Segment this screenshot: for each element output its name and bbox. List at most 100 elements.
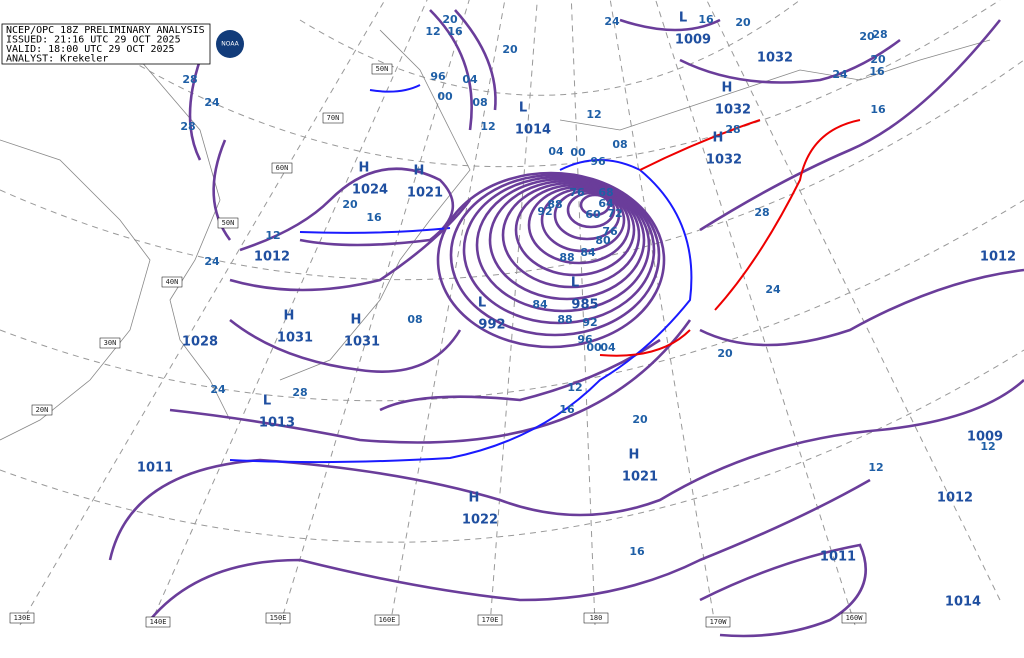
isobar-label: 20 [717,347,733,360]
header-box [1,23,244,65]
isobar-label: 92 [582,316,597,329]
label-box [322,112,344,124]
isobar-label: 96 [430,70,446,83]
longitude-label: 170E [482,616,499,624]
isobar-label: 04 [600,341,616,354]
center-pressure: 985 [571,298,598,313]
isobar-label: 16 [366,211,382,224]
longitude-label: 180 [590,614,603,622]
center-symbol: H [722,81,733,96]
isobar-label: 60 [585,208,601,221]
isobar-label: 64 [598,197,614,210]
longitude-label: 160W [846,614,864,622]
center-pressure: 1022 [462,513,498,528]
header-line: VALID: 18:00 UTC 29 OCT 2025 [6,44,175,55]
isobar-label: 16 [447,25,463,38]
isobar [449,173,661,337]
center-pressure: 1013 [259,416,295,431]
label-box [31,404,53,416]
isobar-label: 96 [590,155,606,168]
label-box [145,616,171,628]
isobar-label: 12 [567,381,582,394]
label-box [99,337,121,349]
header-line: ISSUED: 21:16 UTC 29 OCT 2025 [6,35,181,46]
isobar-label: 16 [629,545,645,558]
header-line: ANALYST: Krekeler [6,54,108,65]
center-pressure: 992 [478,318,505,333]
latitude-label: 50N [222,219,235,227]
latitude-label: 30N [104,339,117,347]
center-pressure: 1028 [182,335,218,350]
isobar-label: 24 [204,255,220,268]
label-box [9,612,35,624]
isobar [488,179,646,301]
latitude-label: 40N [166,278,179,286]
isobar-label: 24 [604,15,620,28]
label-box [477,614,503,626]
isobar-label: 88 [559,251,574,264]
isobar [436,171,666,349]
center-pressure: 1012 [254,250,290,265]
isobar [540,187,626,253]
isobar-label: 08 [407,313,422,326]
latitude-label: 70N [327,114,340,122]
center-symbol: H [359,161,370,176]
isobar [527,185,631,265]
center-symbol: L [478,296,486,311]
isobar-label: 00 [586,341,602,354]
longitude-label: 150E [270,614,287,622]
isobar [501,181,641,289]
isobar-label: 08 [472,96,487,109]
isobar-label: 28 [725,123,740,136]
center-pressure: 1009 [967,430,1003,445]
center-symbol: L [519,101,527,116]
isobar [579,193,611,217]
isobar-label: 80 [595,234,611,247]
isobar-label: 16 [698,13,714,26]
center-symbol: H [414,164,425,179]
isobar-label: 12 [265,229,280,242]
isobar-label: 20 [632,413,648,426]
center-symbol: L [263,394,271,409]
center-pressure: 1021 [622,470,658,485]
isobar-label: 04 [548,145,564,158]
isobar-label: 28 [180,120,195,133]
isobar-label: 28 [182,73,197,86]
isobar-label: 20 [859,30,875,43]
label-box [271,162,293,174]
label-box [583,612,609,624]
isobars [108,9,1024,638]
label-box [374,614,400,626]
latitude-label: 50N [376,65,389,73]
isobar-label: 68 [598,186,613,199]
isobar-label: 92 [537,205,552,218]
fronts [229,84,861,464]
isobar [566,191,616,229]
center-pressure: 1014 [515,123,551,138]
isobar-label: 08 [612,138,627,151]
isobar-label: 20 [870,53,886,66]
isobar-label: 72 [607,207,622,220]
isobar-label: 84 [580,246,596,259]
isobar-label: 00 [437,90,453,103]
label-box [161,276,183,288]
isobar-label: 04 [462,73,478,86]
longitude-label: 140E [150,618,167,626]
isobar-label: 00 [570,146,586,159]
header-line: NCEP/OPC 18Z PRELIMINARY ANALYSIS [6,25,205,36]
isobar-label: 12 [868,461,883,474]
isobar-label: 16 [870,103,886,116]
isobar-label: 24 [204,96,220,109]
latitude-label: 60N [276,164,289,172]
center-pressure: 1014 [945,595,981,610]
center-pressure: 1009 [675,33,711,48]
label-box [841,612,867,624]
isobar-label: 20 [342,198,358,211]
isobar-label: 24 [765,283,781,296]
isobar-label: 88 [547,198,562,211]
center-symbol: L [571,276,579,291]
center-pressure: 1012 [980,250,1016,265]
center-pressure: 1011 [137,461,173,476]
isobar-label: 24 [832,68,848,81]
